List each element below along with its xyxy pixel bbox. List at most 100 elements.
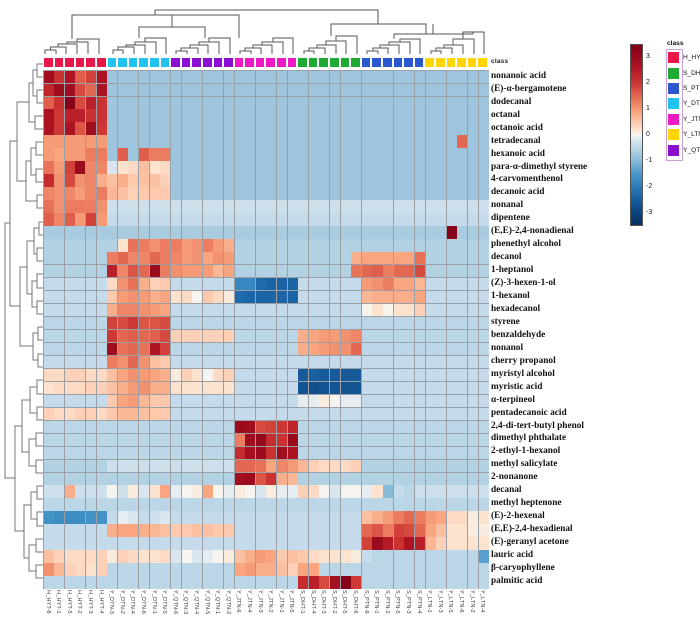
heatmap-cell xyxy=(277,355,288,369)
heatmap-cell xyxy=(86,226,97,239)
heatmap-cell xyxy=(372,239,383,252)
heatmap-cell xyxy=(266,135,277,148)
heatmap-cell xyxy=(149,303,160,317)
heatmap-cell xyxy=(170,200,181,213)
heatmap-cell xyxy=(213,576,224,589)
heatmap-cell xyxy=(446,459,457,472)
legend-item[interactable]: S_DHT xyxy=(667,65,700,80)
legend-item[interactable]: Y_JTN xyxy=(667,112,700,127)
heatmap-cell xyxy=(96,161,107,174)
heatmap-cell xyxy=(436,537,447,550)
heatmap-cell xyxy=(202,459,213,472)
heatmap-cell xyxy=(383,161,394,174)
heatmap-cell xyxy=(319,433,330,446)
heatmap-cell xyxy=(308,537,319,550)
heatmap-cell xyxy=(330,524,341,537)
heatmap-cell xyxy=(340,265,351,278)
heatmap-cell xyxy=(128,174,139,187)
heatmap-cell xyxy=(96,433,107,446)
heatmap-cell xyxy=(149,290,160,304)
heatmap-cell xyxy=(298,420,309,434)
heatmap-cell xyxy=(107,433,118,446)
heatmap-cell xyxy=(393,511,404,524)
legend-item[interactable]: Y_DTN xyxy=(667,96,700,111)
heatmap-cell xyxy=(245,187,256,200)
heatmap-cell xyxy=(128,200,139,213)
class-cell xyxy=(413,57,425,68)
heatmap-cell xyxy=(404,70,415,83)
heatmap-cell xyxy=(75,446,86,459)
heatmap-cell xyxy=(287,498,298,511)
heatmap-cell xyxy=(223,485,234,498)
heatmap-cell xyxy=(75,226,86,239)
heatmap-cell xyxy=(149,498,160,511)
legend-item[interactable]: H_HYT xyxy=(667,50,700,65)
heatmap-cell xyxy=(255,381,266,395)
heatmap-cell xyxy=(234,96,245,109)
heatmap-cell xyxy=(425,394,436,408)
heatmap-cell xyxy=(446,524,457,537)
heatmap-cell xyxy=(414,290,425,304)
heatmap-cell xyxy=(308,368,319,382)
heatmap-cell xyxy=(255,511,266,524)
heatmap-cell xyxy=(467,420,478,434)
heatmap-cell xyxy=(319,252,330,265)
heatmap-cell xyxy=(478,303,489,317)
heatmap-cell xyxy=(96,407,107,421)
heatmap-cell xyxy=(107,563,118,576)
heatmap-cell xyxy=(308,563,319,576)
heatmap-cell xyxy=(351,226,362,239)
heatmap-cell xyxy=(202,70,213,83)
heatmap-cell xyxy=(308,70,319,83)
heatmap-cell xyxy=(383,368,394,382)
legend-item[interactable]: Y_QTN xyxy=(667,142,700,157)
heatmap-cell xyxy=(383,485,394,498)
heatmap-cell xyxy=(181,226,192,239)
heatmap-cell xyxy=(107,83,118,96)
heatmap-cell xyxy=(319,537,330,550)
legend-item[interactable]: S_PTN xyxy=(667,81,700,96)
heatmap-cell xyxy=(340,550,351,563)
heatmap-cell xyxy=(202,485,213,498)
heatmap-cell xyxy=(96,563,107,576)
heatmap-cell xyxy=(361,226,372,239)
heatmap-cell xyxy=(245,200,256,213)
heatmap-cell xyxy=(54,498,65,511)
class-cell xyxy=(53,57,65,68)
class-cell xyxy=(180,57,192,68)
heatmap-cell xyxy=(404,459,415,472)
heatmap-cell xyxy=(149,355,160,369)
heatmap-cell xyxy=(128,70,139,83)
heatmap-cell xyxy=(128,96,139,109)
legend-swatch-box xyxy=(666,49,683,161)
heatmap-cell xyxy=(128,303,139,317)
heatmap-cell xyxy=(255,316,266,330)
row-dendrogram xyxy=(3,57,43,588)
heatmap-cell xyxy=(223,355,234,369)
heatmap-cell xyxy=(361,342,372,356)
colorbar-tick: 3 xyxy=(646,52,650,60)
heatmap-cell xyxy=(414,161,425,174)
heatmap-cell xyxy=(361,109,372,122)
heatmap-cell xyxy=(467,381,478,395)
heatmap-cell xyxy=(383,563,394,576)
heatmap-cell xyxy=(457,161,468,174)
heatmap-cell xyxy=(139,524,150,537)
heatmap-cell xyxy=(223,252,234,265)
class-legend: class H_HYTS_DHTS_PTNY_DTNY_JTNY_LTNY_QT… xyxy=(665,40,700,170)
heatmap-cell xyxy=(213,446,224,459)
heatmap-cell xyxy=(75,161,86,174)
heatmap-cell xyxy=(117,511,128,524)
legend-item[interactable]: Y_LTN xyxy=(667,127,700,142)
heatmap-cell xyxy=(192,355,203,369)
heatmap-cell xyxy=(192,433,203,446)
heatmap-cell xyxy=(139,446,150,459)
heatmap-cell xyxy=(372,148,383,161)
heatmap-cell xyxy=(372,342,383,356)
heatmap-cell xyxy=(234,226,245,239)
heatmap-cell xyxy=(330,576,341,589)
heatmap-cell xyxy=(467,537,478,550)
heatmap-cell xyxy=(213,433,224,446)
column-label: S_PTN-4 xyxy=(415,590,422,614)
class-cell xyxy=(117,57,128,68)
